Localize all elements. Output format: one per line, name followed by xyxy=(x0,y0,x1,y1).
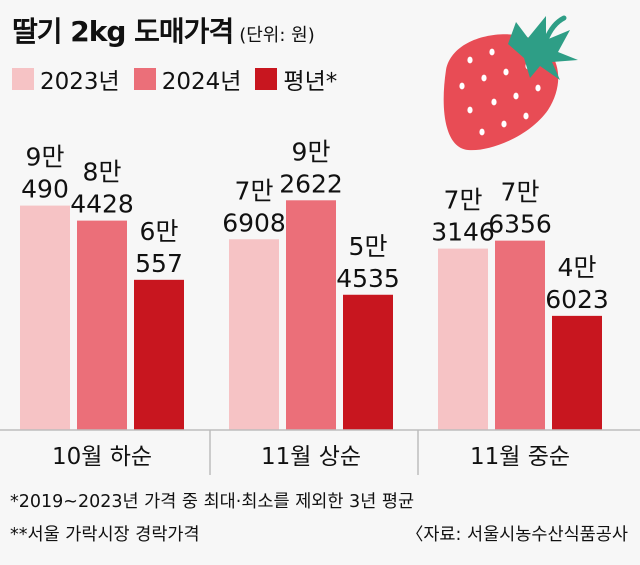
category-label-1: 10월 하순 xyxy=(52,444,152,470)
legend-item-2023: 2023년 xyxy=(12,62,120,96)
value-label-2024-1-line1: 8만 xyxy=(83,158,122,187)
legend: 2023년 2024년 평년* xyxy=(12,62,337,96)
bar-2024-3 xyxy=(495,240,545,430)
category-label-2: 11월 상순 xyxy=(261,444,361,470)
value-label-2023-2-line1: 7만 xyxy=(235,176,274,205)
bar-2024-1 xyxy=(77,220,127,430)
strawberry-leaf-icon xyxy=(508,16,578,80)
bar-normal-3 xyxy=(552,315,602,430)
bar-normal-1 xyxy=(134,279,184,430)
value-label-2023-2-line2: 6908 xyxy=(222,208,286,237)
bar-2024-2 xyxy=(286,200,336,430)
category-label-3: 11월 중순 xyxy=(470,444,570,470)
source-credit: 〈자료: 서울시농수산식품공사 xyxy=(405,525,628,545)
bar-2023-2 xyxy=(229,239,279,430)
value-label-2024-2-line2: 2622 xyxy=(279,169,343,198)
legend-label-normal: 평년* xyxy=(283,69,338,95)
bars-layer xyxy=(20,200,602,430)
strawberry-illustration-icon xyxy=(443,15,578,151)
legend-item-normal: 평년* xyxy=(255,62,337,96)
bar-2023-1 xyxy=(20,205,70,430)
legend-label-2024: 2024년 xyxy=(161,69,242,95)
value-label-normal-3-line2: 6023 xyxy=(545,285,609,314)
value-label-2023-3-line1: 7만 xyxy=(444,186,483,215)
value-label-normal-2-line1: 5만 xyxy=(349,232,388,261)
legend-item-2024: 2024년 xyxy=(133,62,242,96)
chart-title: 딸기 2kg 도매가격 (단위: 원) xyxy=(12,10,315,50)
value-label-2023-1-line1: 9만 xyxy=(26,143,65,172)
value-label-2024-3-line2: 6356 xyxy=(488,210,552,239)
value-label-2024-3-line1: 7만 xyxy=(501,178,540,207)
value-labels-layer: 9만4908만44286만5577만69089만26225만45357만3146… xyxy=(21,137,609,314)
value-label-normal-1-line1: 6만 xyxy=(140,217,179,246)
strawberry-stem xyxy=(543,15,567,43)
value-label-normal-3-line1: 4만 xyxy=(558,253,597,282)
value-label-2024-2-line1: 9만 xyxy=(292,137,331,166)
value-label-2023-3-line2: 3146 xyxy=(431,218,495,247)
footnote-average: *2019~2023년 가격 중 최대·최소를 제외한 3년 평균 xyxy=(10,492,415,512)
bar-normal-2 xyxy=(343,294,393,430)
legend-swatch-2023 xyxy=(12,68,34,90)
title-text: 딸기 2kg 도매가격 xyxy=(12,15,234,48)
legend-swatch-2024 xyxy=(133,68,156,90)
footnote-market: **서울 가락시장 경락가격 xyxy=(10,525,200,545)
legend-label-2023: 2023년 xyxy=(40,69,120,95)
value-label-normal-1-line2: 557 xyxy=(135,249,183,278)
value-label-2024-1-line2: 4428 xyxy=(70,190,134,219)
value-label-2023-1-line2: 490 xyxy=(21,175,69,204)
legend-swatch-normal xyxy=(255,68,278,90)
value-label-normal-2-line2: 4535 xyxy=(336,264,400,293)
category-labels: 10월 하순 11월 상순 11월 중순 xyxy=(52,444,570,470)
unit-label: (단위: 원) xyxy=(239,25,315,46)
bar-2023-3 xyxy=(438,248,488,430)
